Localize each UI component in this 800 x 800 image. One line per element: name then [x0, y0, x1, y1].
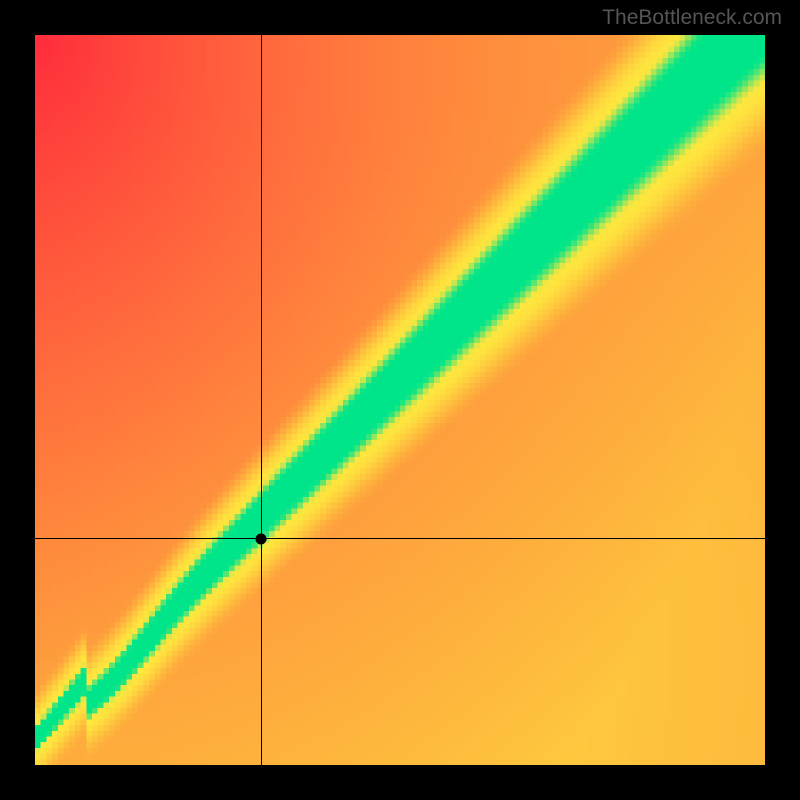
chart-container: TheBottleneck.com — [0, 0, 800, 800]
crosshair-horizontal — [35, 538, 765, 539]
watermark-text: TheBottleneck.com — [602, 6, 782, 30]
heatmap-canvas — [35, 35, 765, 765]
crosshair-vertical — [261, 35, 262, 765]
crosshair-marker — [256, 533, 267, 544]
plot-area — [35, 35, 765, 765]
